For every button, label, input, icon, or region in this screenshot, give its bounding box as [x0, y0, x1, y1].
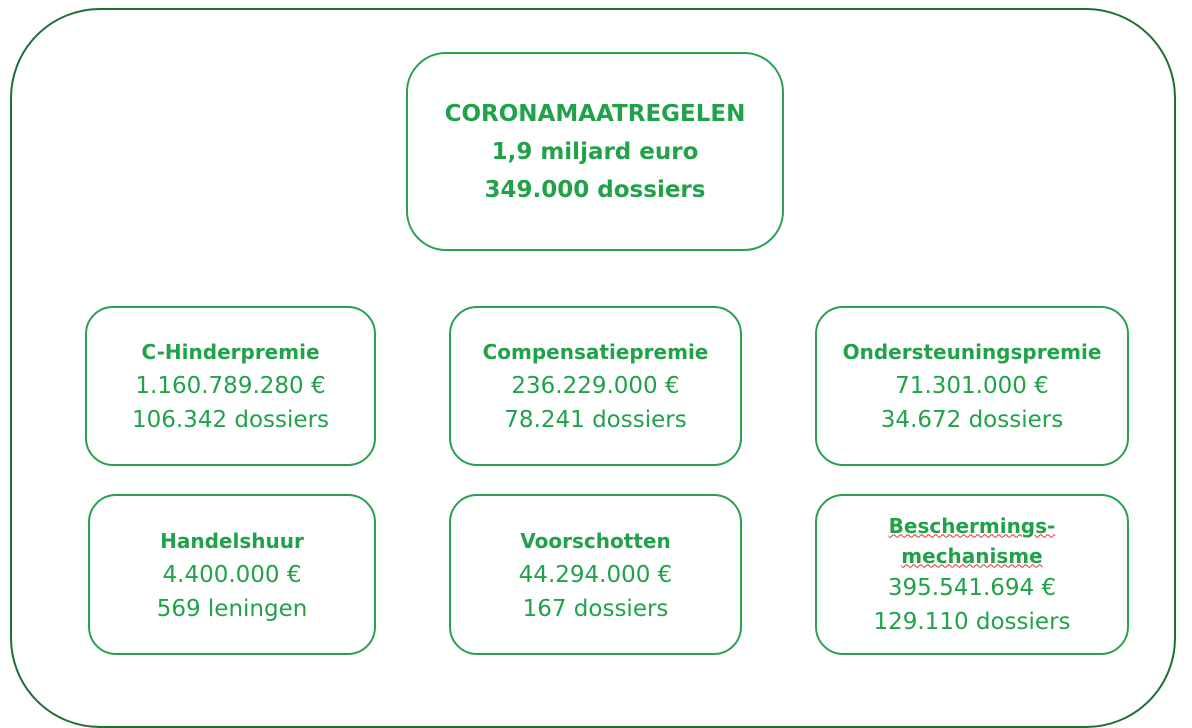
node-count: 78.241 dossiers: [504, 407, 687, 433]
root-title: CORONAMAATREGELEN: [444, 100, 746, 127]
node-amount: 395.541.694 €: [887, 574, 1057, 601]
node-title: C-Hinderpremie: [141, 340, 320, 364]
node-title: Handelshuur: [160, 528, 304, 553]
root-amount: 1,9 miljard euro: [491, 138, 699, 165]
node-count: 569 leningen: [156, 595, 308, 622]
node-count: 34.672 dossiers: [880, 407, 1064, 433]
root-box: CORONAMAATREGELEN 1,9 miljard euro 349.0…: [406, 52, 784, 251]
node-box: Compensatiepremie 236.229.000 € 78.241 dos…: [449, 306, 742, 466]
node-amount: 44.294.000 €: [518, 561, 673, 588]
node-title: mechanisme: [901, 543, 1043, 568]
page: CORONAMAATREGELEN 1,9 miljard euro 349.0…: [10, 8, 1176, 728]
root-count: 349.000 dossiers: [484, 176, 706, 203]
node-box: Handelshuur 4.400.000 € 569 leningen: [88, 494, 376, 655]
node-amount: 1.160.789.280 €: [135, 373, 326, 399]
node-amount: 71.301.000 €: [895, 373, 1049, 399]
node-amount: 4.400.000 €: [162, 561, 302, 588]
node-title: Voorschotten: [520, 528, 671, 553]
node-box: Ondersteuningspremie 71.301.000 € 34.672 d…: [815, 306, 1129, 466]
node-title: Ondersteuningspremie: [842, 340, 1102, 364]
node-box: C-Hinderpremie 1.160.789.280 € 106.342 dos…: [85, 306, 376, 466]
node-box: Beschermings-mechanisme 395.541.694 € 129.…: [815, 494, 1129, 655]
node-count: 167 dossiers: [522, 595, 669, 622]
node-title: Beschermings-: [888, 513, 1056, 538]
node-count: 129.110 dossiers: [873, 608, 1071, 635]
node-count: 106.342 dossiers: [131, 407, 330, 433]
node-box: Voorschotten 44.294.000 € 167 dossiers: [449, 494, 742, 655]
node-amount: 236.229.000 €: [511, 373, 680, 399]
node-title: Compensatiepremie: [482, 340, 709, 364]
